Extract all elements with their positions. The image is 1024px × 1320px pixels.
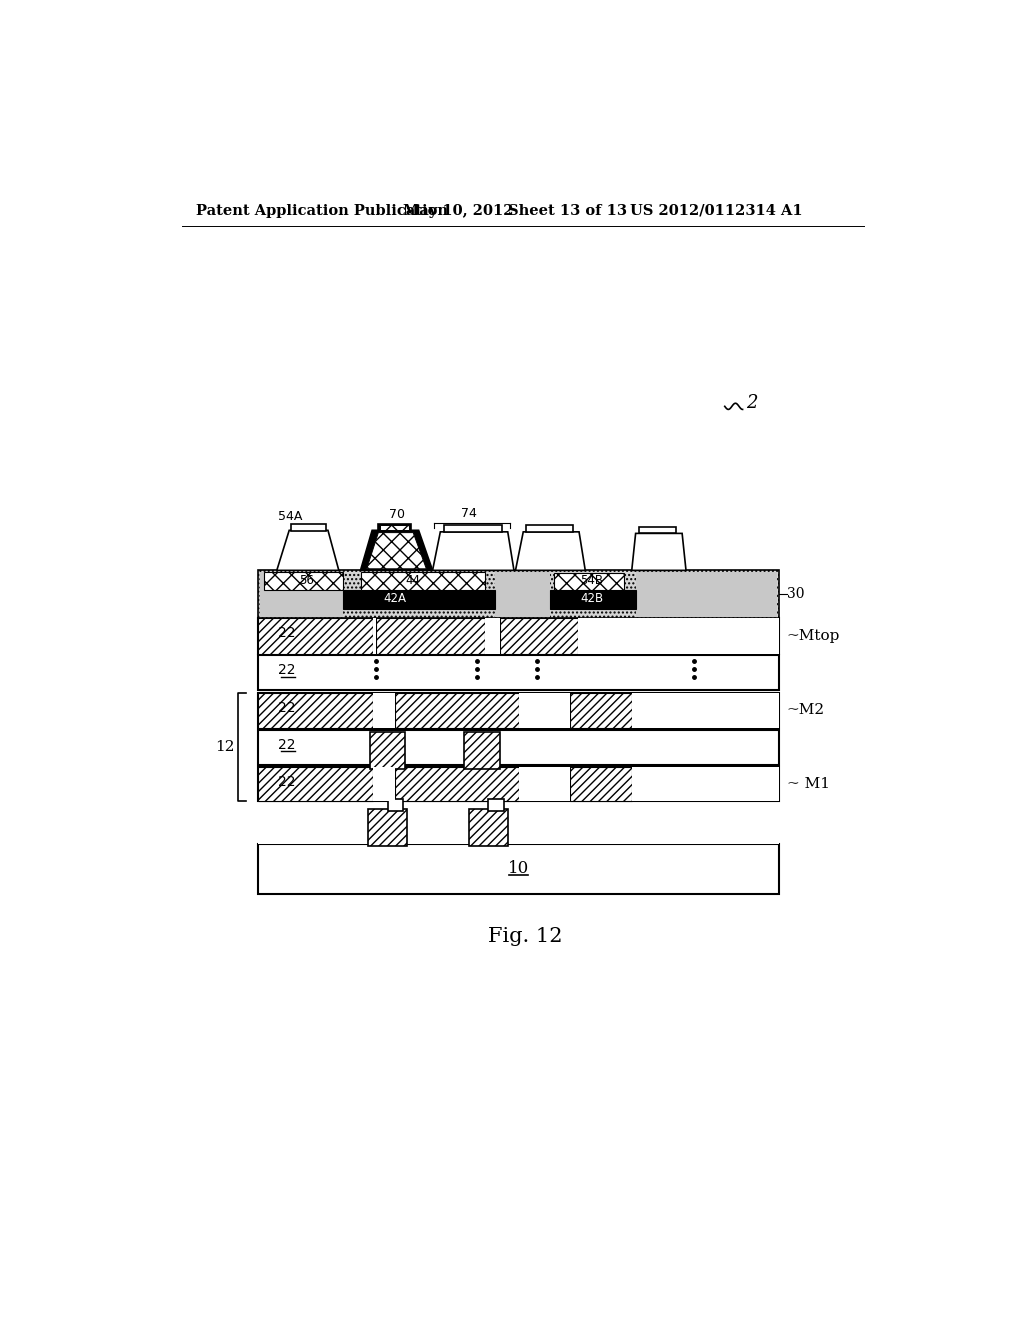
Bar: [519, 693, 569, 729]
Text: 22: 22: [279, 701, 296, 715]
Bar: [380, 525, 410, 531]
Bar: [500, 618, 578, 653]
Text: 22: 22: [279, 627, 296, 640]
Text: 2: 2: [745, 395, 757, 412]
Polygon shape: [360, 531, 432, 570]
Text: 42A: 42A: [384, 593, 407, 606]
Bar: [369, 809, 407, 846]
Text: 12: 12: [215, 741, 234, 754]
Bar: [258, 570, 779, 618]
Bar: [258, 693, 779, 729]
Bar: [258, 767, 373, 801]
Bar: [554, 573, 624, 590]
Bar: [569, 693, 632, 729]
Bar: [639, 527, 676, 533]
Bar: [636, 572, 777, 616]
Bar: [395, 693, 519, 729]
Bar: [291, 524, 327, 531]
Text: 54A: 54A: [278, 510, 302, 523]
Bar: [388, 799, 403, 810]
Text: 26/26A: 26/26A: [456, 640, 501, 653]
Bar: [258, 767, 779, 801]
Text: 56: 56: [299, 574, 313, 587]
Bar: [526, 525, 572, 532]
Bar: [373, 693, 395, 729]
Bar: [488, 799, 504, 810]
Bar: [343, 590, 495, 609]
Text: 74: 74: [461, 507, 477, 520]
Text: ~M2: ~M2: [786, 704, 825, 718]
Bar: [258, 843, 779, 894]
Bar: [569, 767, 632, 801]
Bar: [632, 767, 779, 801]
Bar: [264, 572, 343, 590]
Polygon shape: [632, 533, 686, 570]
Bar: [370, 733, 406, 770]
Text: 54B: 54B: [580, 574, 603, 587]
Bar: [550, 590, 636, 609]
Text: ~Mtop: ~Mtop: [786, 628, 840, 643]
Bar: [632, 693, 779, 729]
Bar: [258, 693, 373, 729]
Bar: [495, 572, 550, 616]
Polygon shape: [276, 531, 339, 570]
Text: 22: 22: [279, 664, 296, 677]
Bar: [484, 618, 500, 653]
Polygon shape: [432, 532, 514, 570]
Text: May 10, 2012: May 10, 2012: [403, 203, 514, 218]
Text: Sheet 13 of 13: Sheet 13 of 13: [508, 203, 627, 218]
Text: 30: 30: [786, 587, 804, 601]
Text: US 2012/0112314 A1: US 2012/0112314 A1: [630, 203, 803, 218]
Polygon shape: [367, 533, 426, 569]
Text: Fig. 12: Fig. 12: [487, 927, 562, 945]
Text: 22: 22: [279, 738, 296, 752]
Bar: [260, 572, 343, 616]
Text: Patent Application Publication: Patent Application Publication: [197, 203, 449, 218]
Text: 44: 44: [406, 574, 421, 587]
Text: 26: 26: [368, 640, 384, 653]
Bar: [519, 767, 569, 801]
Bar: [373, 618, 376, 653]
Bar: [464, 733, 500, 770]
Polygon shape: [515, 532, 586, 570]
Bar: [469, 809, 508, 846]
Bar: [395, 767, 519, 801]
Bar: [258, 804, 779, 843]
Bar: [578, 618, 779, 653]
Bar: [258, 730, 779, 766]
Bar: [444, 525, 503, 532]
Bar: [360, 572, 484, 590]
Text: ~ M1: ~ M1: [786, 777, 829, 791]
Bar: [373, 767, 395, 801]
Text: 26: 26: [529, 640, 545, 653]
Text: 70: 70: [389, 508, 404, 521]
Text: 42B: 42B: [580, 593, 603, 606]
Bar: [378, 524, 411, 531]
Text: 22: 22: [279, 775, 296, 789]
Bar: [258, 618, 373, 653]
Bar: [376, 618, 484, 653]
Bar: [258, 618, 779, 653]
Text: 10: 10: [508, 861, 529, 878]
Bar: [258, 655, 779, 690]
